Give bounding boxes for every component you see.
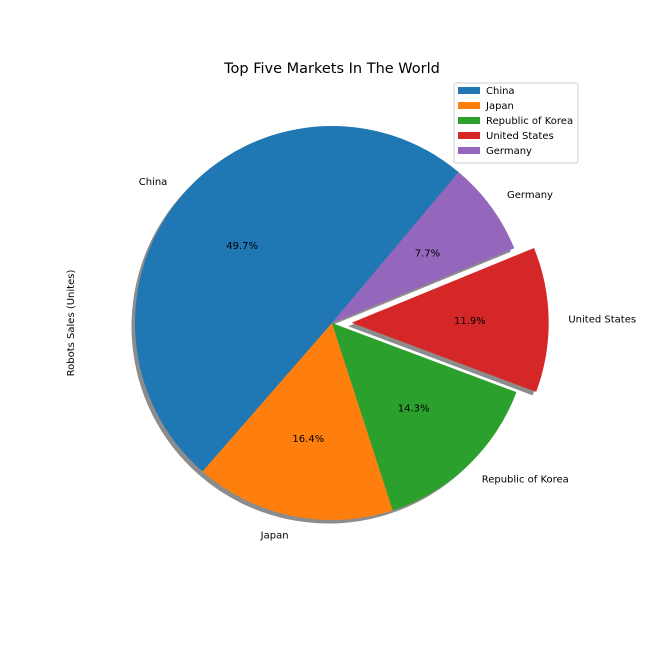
united-states-percent-label: 11.9% — [454, 316, 486, 327]
germany-label: Germany — [507, 190, 553, 201]
legend-swatch-republic-of-korea — [458, 117, 480, 124]
y-axis-label: Robots Sales (Unites) — [66, 270, 77, 377]
legend-label-japan: Japan — [485, 101, 514, 112]
legend-label-germany: Germany — [486, 146, 532, 157]
japan-slice — [202, 323, 393, 520]
japan-label: Japan — [260, 530, 289, 541]
united-states-label: United States — [568, 314, 636, 325]
germany-percent-label: 7.7% — [415, 248, 440, 259]
legend-swatch-japan — [458, 102, 480, 109]
republic-of-korea-slice — [332, 323, 517, 511]
slice-labels: China 49.7% Japan 16.4% Republic of Korea 14.… — [139, 177, 636, 541]
china-percent-label: 49.7% — [226, 241, 258, 252]
germany-slice — [332, 172, 515, 323]
legend-label-united-states: United States — [486, 131, 554, 142]
japan-percent-label: 16.4% — [292, 434, 324, 445]
united-states-slice — [351, 248, 549, 392]
legend-swatch-germany — [458, 147, 480, 154]
legend-box — [453, 82, 579, 164]
legend-swatch-china — [458, 87, 480, 94]
republic-of-korea-label: Republic of Korea — [482, 475, 569, 486]
china-label: China — [139, 177, 168, 188]
chart-title: Top Five Markets In The World — [223, 61, 440, 77]
legend: China Japan Republic of Korea United States… — [453, 82, 579, 164]
china-slice — [135, 126, 459, 472]
republic-of-korea-percent-label: 14.3% — [398, 403, 430, 414]
legend-label-republic-of-korea: Republic of Korea — [486, 116, 573, 127]
legend-swatch-united-states — [458, 132, 480, 139]
pie-slices — [135, 126, 549, 520]
legend-label-china: China — [486, 86, 515, 97]
